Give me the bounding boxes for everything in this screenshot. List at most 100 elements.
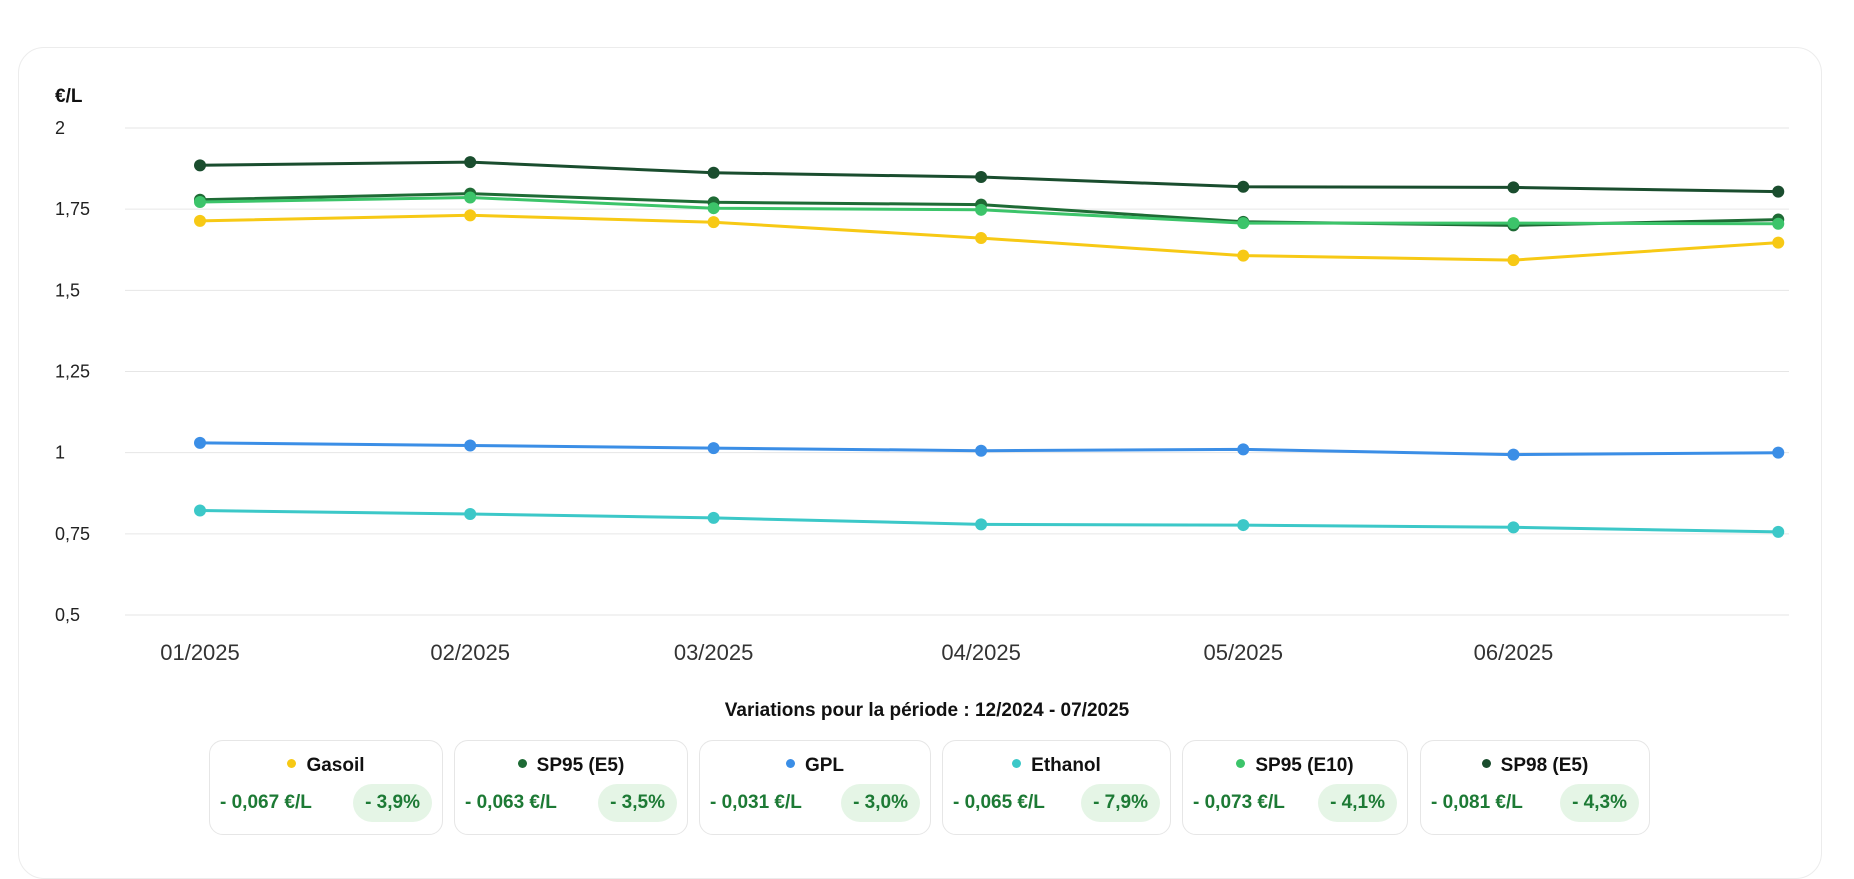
data-point (1237, 519, 1250, 532)
x-tick-label: 05/2025 (1203, 640, 1283, 665)
variation-fuel-name: SP95 (E5) (536, 755, 625, 776)
y-tick-label: 1,5 (55, 280, 80, 300)
data-point (975, 203, 988, 216)
variation-percent-badge: - 3,9% (353, 784, 432, 822)
data-point (1772, 185, 1785, 198)
variation-absolute: - 0,063 €/L (465, 792, 557, 813)
data-point (975, 232, 988, 245)
legend-dot-icon (785, 759, 795, 769)
x-axis-ticks: 01/2025 02/2025 03/2025 04/2025 05/2025 06/20… (160, 640, 1553, 665)
data-point (464, 209, 477, 222)
legend-dot-icon (517, 759, 527, 769)
data-point (464, 191, 477, 204)
x-tick-label: 01/2025 (160, 640, 240, 665)
variation-card: SP95 (E5) - 0,063 €/L - 3,5% (454, 740, 688, 835)
variation-percent-badge: - 7,9% (1081, 784, 1160, 822)
variation-card-header: SP95 (E10) (1183, 755, 1407, 777)
y-tick-label: 0,75 (55, 524, 90, 544)
legend-dot-icon (1236, 759, 1246, 769)
variation-card-header: SP95 (E5) (455, 755, 687, 777)
data-point (194, 504, 206, 517)
series-lines (194, 156, 1785, 538)
data-point (975, 518, 988, 531)
variation-values: - 0,031 €/L - 3,0% (710, 784, 920, 822)
variation-values: - 0,073 €/L - 4,1% (1193, 784, 1397, 822)
variation-fuel-name: SP95 (E10) (1255, 755, 1354, 776)
x-tick-label: 04/2025 (941, 640, 1021, 665)
data-point (194, 214, 206, 227)
data-point (1237, 180, 1250, 193)
grid-lines (125, 127, 1789, 616)
data-point (1772, 446, 1785, 459)
variation-card: Ethanol - 0,065 €/L - 7,9% (942, 740, 1171, 835)
variation-percent-badge: - 3,0% (841, 784, 920, 822)
variation-fuel-name: SP98 (E5) (1500, 755, 1589, 776)
series-line (198, 192, 1779, 227)
y-axis-ticks: 2 1,75 1,5 1,25 1 0,75 0,5 (55, 118, 90, 625)
data-point (194, 436, 206, 449)
y-tick-label: 0,5 (55, 605, 80, 625)
variation-card: SP98 (E5) - 0,081 €/L - 4,3% (1420, 740, 1650, 835)
data-point (707, 202, 720, 215)
series-line (198, 509, 1779, 534)
y-tick-label: 1,25 (55, 362, 90, 382)
variation-values: - 0,063 €/L - 3,5% (465, 784, 677, 822)
y-tick-label: 1,75 (55, 199, 90, 219)
data-point (464, 439, 477, 452)
variation-card: GPL - 0,031 €/L - 3,0% (699, 740, 931, 835)
variation-absolute: - 0,065 €/L (953, 792, 1045, 813)
variation-fuel-name: Ethanol (1031, 755, 1101, 776)
series-line (199, 160, 1779, 194)
y-tick-label: 1 (55, 443, 65, 463)
variation-values: - 0,067 €/L - 3,9% (220, 784, 432, 822)
data-point (464, 508, 477, 521)
variation-absolute: - 0,081 €/L (1431, 792, 1523, 813)
variation-values: - 0,065 €/L - 7,9% (953, 784, 1160, 822)
variation-percent-badge: - 3,5% (598, 784, 677, 822)
data-point (1507, 521, 1520, 534)
data-point (975, 171, 988, 184)
series-line (198, 441, 1779, 457)
legend-dot-icon (1481, 759, 1491, 769)
variation-fuel-name: Gasoil (306, 755, 365, 776)
y-axis-label: €/L (55, 86, 83, 107)
variation-absolute: - 0,067 €/L (220, 792, 312, 813)
variation-card-header: SP98 (E5) (1421, 755, 1649, 777)
variation-card: SP95 (E10) - 0,073 €/L - 4,1% (1182, 740, 1408, 835)
data-point (464, 156, 477, 169)
variation-card: Gasoil - 0,067 €/L - 3,9% (209, 740, 443, 835)
variation-card-header: GPL (700, 755, 930, 777)
data-point (1772, 236, 1785, 249)
data-point (1237, 443, 1250, 456)
variations-title: Variations pour la période : 12/2024 - 0… (724, 700, 1130, 721)
data-point (194, 196, 206, 209)
legend-dot-icon (287, 759, 297, 769)
variation-fuel-name: GPL (804, 755, 845, 776)
variation-percent-badge: - 4,1% (1318, 784, 1397, 822)
series-line (198, 213, 1779, 262)
x-tick-label: 03/2025 (674, 640, 754, 665)
data-point (194, 159, 206, 172)
data-point (707, 511, 720, 524)
data-point (1237, 249, 1250, 262)
data-point (1772, 217, 1785, 230)
legend-dot-icon (1012, 759, 1022, 769)
variation-card-header: Gasoil (210, 755, 442, 777)
variation-absolute: - 0,073 €/L (1193, 792, 1285, 813)
variation-percent-badge: - 4,3% (1560, 784, 1639, 822)
x-tick-label: 02/2025 (430, 640, 510, 665)
data-point (1507, 181, 1520, 194)
y-tick-label: 2 (55, 118, 65, 138)
x-tick-label: 06/2025 (1474, 640, 1554, 665)
data-point (1507, 217, 1520, 230)
variation-card-header: Ethanol (943, 755, 1170, 777)
series-line (198, 196, 1779, 226)
data-point (1772, 525, 1785, 538)
data-point (707, 216, 720, 229)
data-point (1507, 448, 1520, 461)
data-point (1237, 217, 1250, 230)
variation-values: - 0,081 €/L - 4,3% (1431, 784, 1639, 822)
variation-absolute: - 0,031 €/L (710, 792, 802, 813)
data-point (707, 166, 720, 179)
